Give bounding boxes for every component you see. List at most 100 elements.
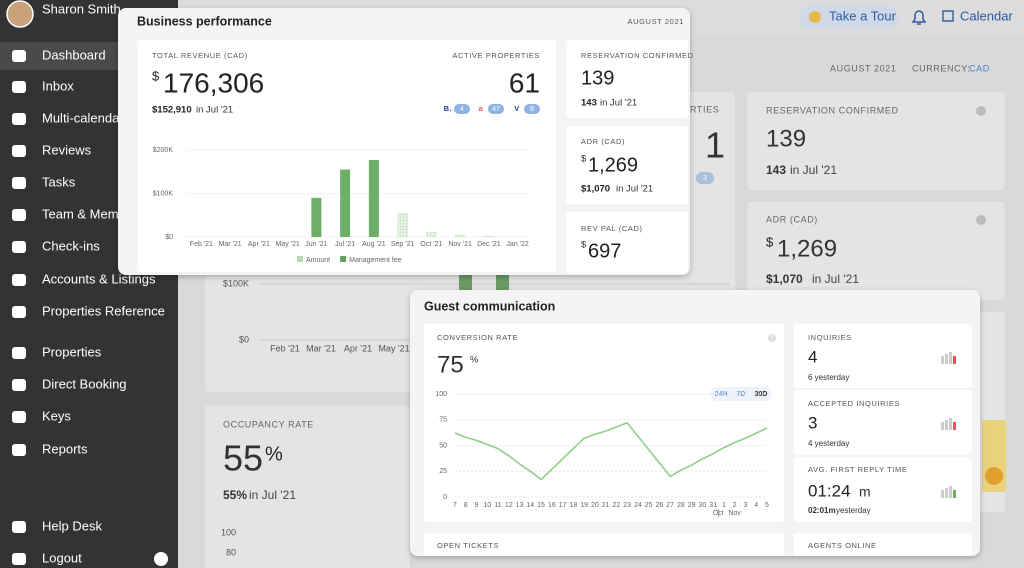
panel-title: REV PAL (CAD) — [581, 224, 643, 233]
stat-prev-label: yesterday — [836, 506, 871, 515]
channel-pill — [454, 104, 470, 114]
menu-icon — [12, 444, 26, 456]
y-tick-label: 100 — [435, 391, 447, 398]
x-tick-label: Aug '21 — [362, 241, 386, 248]
channel-icon: V — [514, 104, 520, 113]
x-tick-label: 18 — [569, 502, 577, 509]
panel — [424, 533, 784, 556]
badge-count: 3 — [703, 175, 707, 182]
panel — [566, 212, 688, 274]
calendar-icon[interactable] — [942, 10, 954, 22]
mini-chart — [941, 422, 944, 430]
x-tick-label: 4 — [754, 502, 758, 509]
menu-item[interactable]: Keys — [42, 408, 71, 423]
mini-chart — [949, 486, 952, 498]
bg-card — [205, 405, 410, 568]
card-value: 55 — [223, 438, 263, 479]
panel — [794, 457, 972, 522]
panel-prev: $1,070 — [581, 184, 610, 195]
panel-prev-label: in Jul '21 — [600, 98, 637, 109]
x-tick-label: 9 — [475, 502, 479, 509]
channel-icon: a — [479, 104, 484, 113]
panel-prev-label: in Jul '21 — [616, 184, 653, 195]
menu-icon — [12, 379, 26, 391]
legend-swatch — [340, 256, 347, 262]
menu-item[interactable]: Tasks — [42, 174, 76, 189]
stat-prev: 6 yesterday — [808, 373, 849, 382]
x-tick-label: 20 — [591, 502, 599, 509]
period: AUGUST 2021 — [830, 63, 896, 73]
x-tick-label: 10 — [483, 502, 491, 509]
mini-chart — [949, 418, 952, 430]
x-tick-label: 11 — [494, 502, 501, 509]
stat-prev: 02:01m — [808, 506, 836, 515]
x-tick-label: 16 — [548, 502, 556, 509]
mini-chart — [953, 422, 956, 430]
x-tick-label: 27 — [666, 502, 674, 509]
menu-item[interactable]: Inbox — [42, 78, 74, 93]
currency-label: CURRENCY: — [912, 63, 970, 73]
x-tick-label: 25 — [645, 502, 653, 509]
menu-item[interactable]: Properties Reference — [42, 303, 165, 318]
x-tick-label: 15 — [537, 502, 545, 509]
panel-title: TOTAL REVENUE (CAD) — [152, 51, 248, 60]
menu-item[interactable]: Dashboard — [42, 47, 106, 62]
panel — [424, 324, 784, 522]
panel-value: 139 — [581, 67, 614, 89]
x-tick-label: 21 — [602, 502, 610, 509]
panel-prev: 143 — [581, 98, 597, 109]
panel — [794, 390, 972, 455]
y-tick-label: 75 — [439, 417, 447, 424]
avatar[interactable] — [6, 0, 34, 28]
card-prev-label: in Jul '21 — [812, 272, 859, 286]
card-value: 139 — [766, 125, 806, 152]
x-tick-label: Dec '21 — [477, 241, 501, 248]
x-tick-label: 14 — [526, 502, 534, 509]
currency-symbol: $ — [581, 154, 587, 165]
currency[interactable]: CAD — [969, 63, 990, 73]
card-prev: 143 — [766, 163, 786, 177]
tour-label[interactable]: Take a Tour — [829, 8, 897, 23]
menu-item[interactable]: Multi-calendar — [42, 110, 124, 125]
card-title: OCCUPANCY RATE — [223, 419, 314, 429]
stat-title: INQUIRIES — [808, 333, 852, 342]
y-tick-label: 0 — [443, 494, 447, 501]
menu-icon — [12, 241, 26, 253]
menu-item[interactable]: Properties — [42, 344, 102, 359]
axis-label: 80 — [226, 547, 236, 557]
menu-icon — [12, 81, 26, 93]
info-icon[interactable] — [154, 552, 168, 566]
menu-item[interactable]: Accounts & Listings — [42, 271, 156, 286]
menu-item[interactable]: Reports — [42, 441, 88, 456]
channel-icon: B. — [444, 104, 453, 113]
panel-title: OPEN TICKETS — [437, 541, 499, 550]
bg-bar — [459, 275, 472, 290]
axis-label: Mar '21 — [306, 343, 336, 353]
mini-chart — [953, 490, 956, 498]
user-name[interactable]: Sharon Smith — [42, 1, 121, 16]
menu-item[interactable]: Direct Booking — [42, 376, 127, 391]
x-tick-label: 22 — [612, 502, 620, 509]
line-series — [454, 421, 768, 481]
channel-pill — [524, 104, 540, 114]
tour-button[interactable] — [800, 5, 898, 29]
menu-item[interactable]: Reviews — [42, 142, 92, 157]
menu-item[interactable]: Logout — [42, 550, 82, 565]
menu-icon — [12, 347, 26, 359]
bar — [368, 160, 379, 237]
stat-value: 3 — [808, 413, 817, 432]
calendar-label[interactable]: Calendar — [960, 8, 1013, 23]
card-value: 1 — [705, 125, 725, 166]
legend-label: Amount — [306, 257, 330, 264]
x-tick-label: 29 — [688, 502, 696, 509]
help-icon — [976, 106, 986, 116]
x-tick-label: May '21 — [275, 241, 299, 248]
panel-title: AGENTS ONLINE — [808, 541, 877, 550]
axis-label: Apr '21 — [344, 343, 372, 353]
menu-icon — [12, 209, 26, 221]
menu-item[interactable]: Help Desk — [42, 518, 102, 533]
menu-item[interactable]: Check-ins — [42, 238, 100, 253]
x-tick-label: 26 — [656, 502, 664, 509]
currency-symbol: $ — [766, 234, 774, 249]
bell-icon[interactable] — [911, 10, 927, 25]
